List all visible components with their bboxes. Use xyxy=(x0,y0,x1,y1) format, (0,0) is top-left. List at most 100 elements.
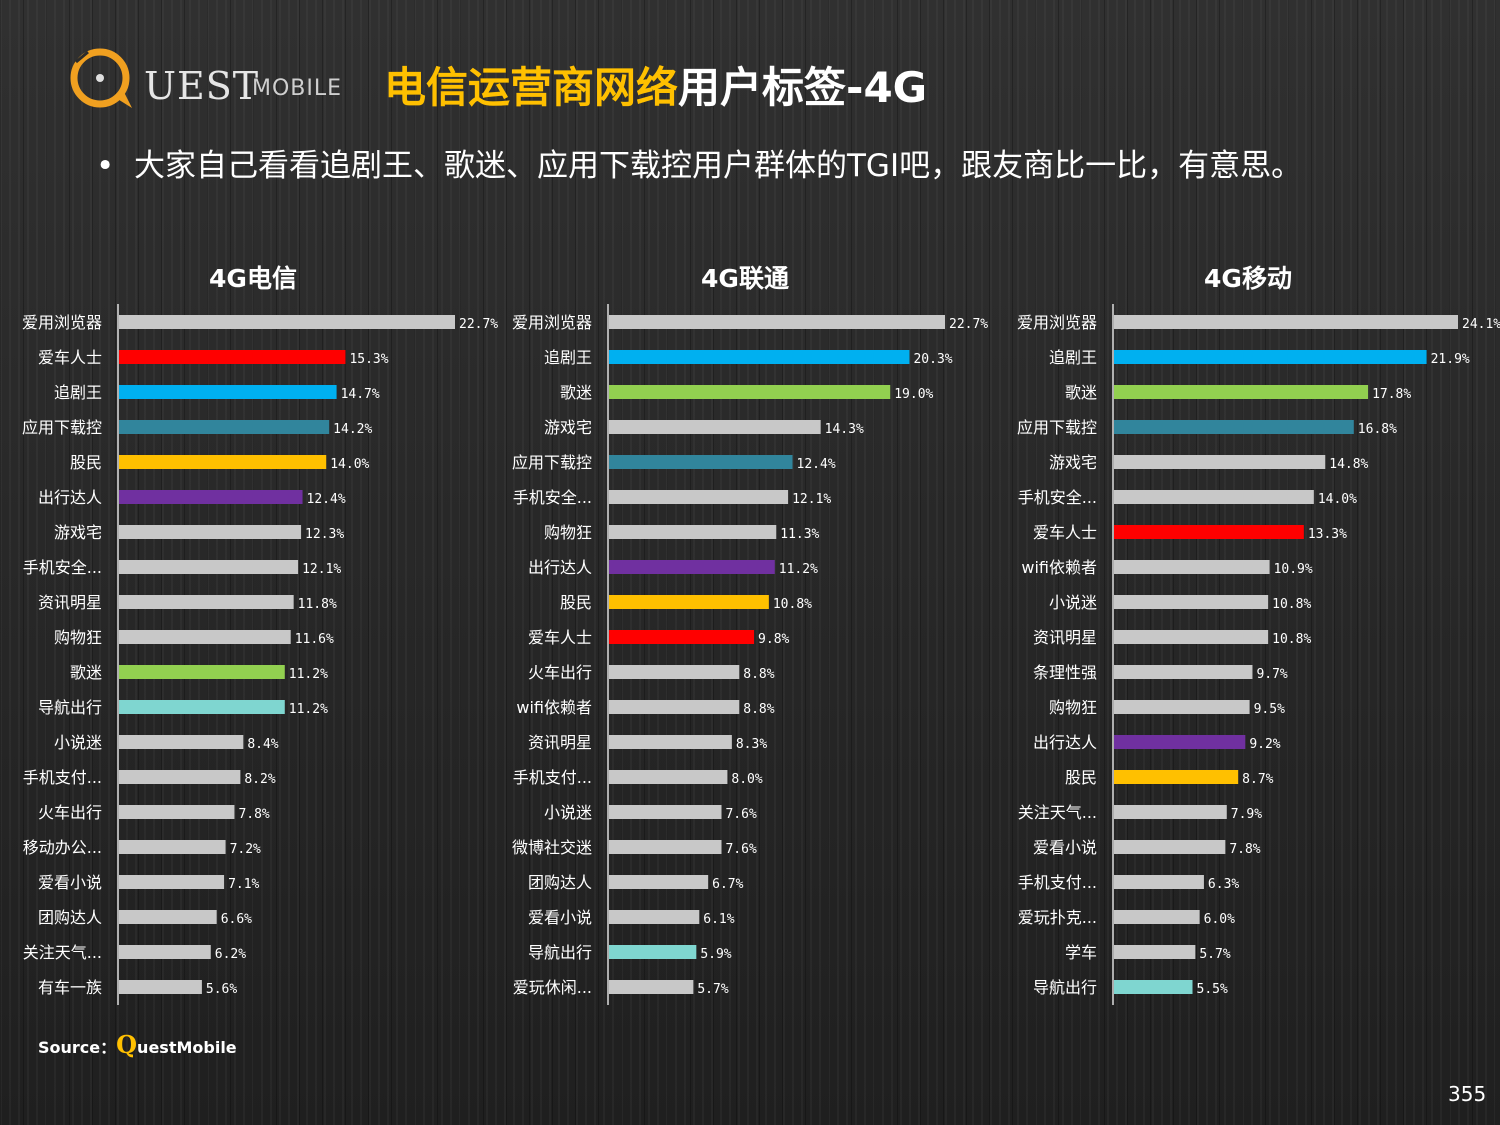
category-label: 购物狂 xyxy=(1049,698,1097,717)
value-label: 10.8% xyxy=(1272,632,1311,647)
value-label: 12.1% xyxy=(302,562,341,577)
category-label: 追剧王 xyxy=(54,383,102,402)
value-label: 8.0% xyxy=(731,772,762,787)
category-label: 追剧王 xyxy=(1049,348,1097,367)
value-label: 7.2% xyxy=(230,842,261,857)
value-label: 11.2% xyxy=(779,562,818,577)
bar xyxy=(609,455,793,469)
value-label: 5.6% xyxy=(206,982,237,997)
bar xyxy=(609,700,740,714)
bar xyxy=(1114,420,1354,434)
category-label: 手机支付... xyxy=(1018,873,1097,892)
source-label: Source： xyxy=(38,1038,117,1057)
category-label: 歌迷 xyxy=(70,663,102,682)
bar xyxy=(609,665,740,679)
bar xyxy=(119,700,285,714)
bar xyxy=(609,770,728,784)
page-title-rest: 用户标签-4G xyxy=(678,63,928,112)
value-label: 12.1% xyxy=(792,492,831,507)
bar xyxy=(609,420,821,434)
value-label: 9.7% xyxy=(1256,667,1287,682)
value-label: 17.8% xyxy=(1372,387,1411,402)
bar xyxy=(609,350,910,364)
category-label: 爱用浏览器 xyxy=(1017,313,1097,332)
category-label: 出行达人 xyxy=(1033,733,1097,752)
value-label: 10.8% xyxy=(773,597,812,612)
value-label: 22.7% xyxy=(459,317,498,332)
category-label: 火车出行 xyxy=(528,663,592,682)
category-label: 游戏宅 xyxy=(54,523,102,542)
value-label: 7.8% xyxy=(238,807,269,822)
category-label: 关注天气... xyxy=(23,943,102,962)
bar xyxy=(119,350,346,364)
value-label: 9.8% xyxy=(758,632,789,647)
category-label: 条理性强 xyxy=(1033,663,1097,682)
category-label: 微博社交迷 xyxy=(512,838,592,857)
value-label: 9.5% xyxy=(1254,702,1285,717)
value-label: 7.8% xyxy=(1229,842,1260,857)
value-label: 16.8% xyxy=(1358,422,1397,437)
category-label: 资讯明星 xyxy=(528,733,592,752)
source-note: Source：QuestMobile xyxy=(38,1030,237,1059)
category-label: 应用下载控 xyxy=(512,453,592,472)
bar xyxy=(609,910,700,924)
value-label: 12.4% xyxy=(797,457,836,472)
bullet-text: • 大家自己看看追剧王、歌迷、应用下载控用户群体的TGI吧，跟友商比一比，有意思。 xyxy=(96,140,1302,185)
category-label: 导航出行 xyxy=(38,698,102,717)
bar xyxy=(1114,910,1200,924)
bar xyxy=(119,525,302,539)
bar xyxy=(1114,770,1239,784)
bar xyxy=(119,455,327,469)
bar xyxy=(1114,665,1253,679)
category-label: 团购达人 xyxy=(528,873,592,892)
value-label: 24.1% xyxy=(1462,317,1500,332)
bar xyxy=(119,315,455,329)
category-label: 资讯明星 xyxy=(1033,628,1097,647)
bar xyxy=(119,910,217,924)
bar xyxy=(609,840,722,854)
category-label: 购物狂 xyxy=(544,523,592,542)
value-label: 8.8% xyxy=(743,702,774,717)
category-label: 爱用浏览器 xyxy=(22,313,102,332)
value-label: 5.7% xyxy=(697,982,728,997)
value-label: 14.8% xyxy=(1329,457,1368,472)
bar xyxy=(119,735,244,749)
bar xyxy=(609,490,789,504)
bar xyxy=(609,875,709,889)
category-label: 爱看小说 xyxy=(38,873,102,892)
bar xyxy=(119,630,291,644)
value-label: 14.7% xyxy=(341,387,380,402)
bullet-dot-icon: • xyxy=(96,148,115,184)
bar xyxy=(609,385,891,399)
bar xyxy=(1114,735,1246,749)
value-label: 7.6% xyxy=(725,842,756,857)
bar xyxy=(1114,980,1193,994)
value-label: 7.6% xyxy=(725,807,756,822)
category-label: 股民 xyxy=(70,453,102,472)
category-label: 导航出行 xyxy=(528,943,592,962)
value-label: 11.2% xyxy=(289,667,328,682)
value-label: 14.3% xyxy=(825,422,864,437)
value-label: 13.3% xyxy=(1308,527,1347,542)
bar xyxy=(1114,560,1270,574)
category-label: 游戏宅 xyxy=(1049,453,1097,472)
bar xyxy=(119,595,294,609)
category-label: 手机安全... xyxy=(513,488,592,507)
value-label: 6.1% xyxy=(703,912,734,927)
bar xyxy=(1114,350,1427,364)
bar xyxy=(1114,840,1226,854)
value-label: 5.9% xyxy=(700,947,731,962)
value-label: 7.9% xyxy=(1231,807,1262,822)
category-label: 移动办公... xyxy=(23,838,102,857)
category-label: 火车出行 xyxy=(38,803,102,822)
category-label: 小说迷 xyxy=(1049,593,1097,612)
value-label: 14.0% xyxy=(330,457,369,472)
category-label: 手机安全... xyxy=(23,558,102,577)
category-label: 游戏宅 xyxy=(544,418,592,437)
chart-title: 4G联通 xyxy=(701,264,789,293)
value-label: 21.9% xyxy=(1431,352,1470,367)
bar xyxy=(609,315,945,329)
